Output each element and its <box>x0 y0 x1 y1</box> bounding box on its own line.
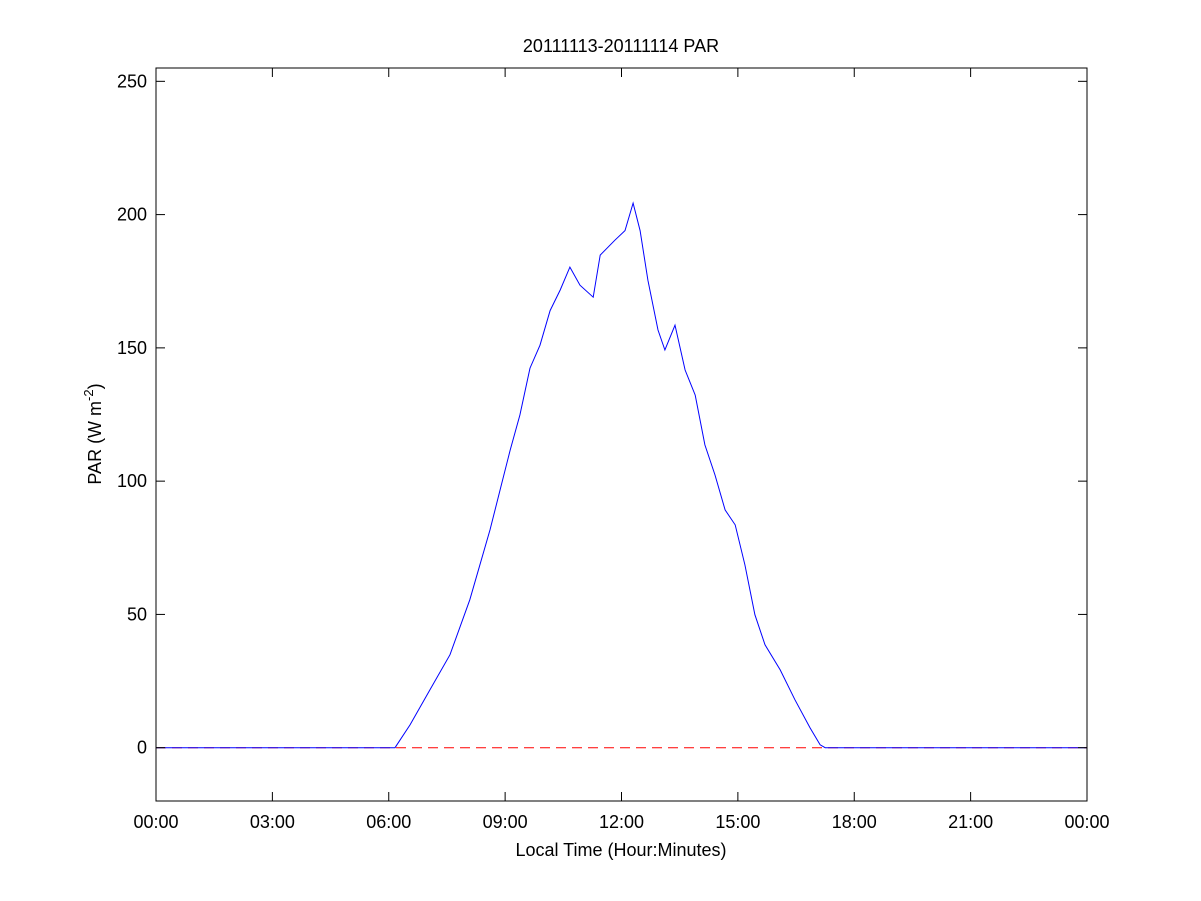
y-axis-label: PAR (W m-2) <box>81 383 105 484</box>
y-tick-label: 0 <box>137 738 147 758</box>
plot-area <box>156 68 1087 801</box>
par-series-line <box>156 201 1087 749</box>
x-tick-label: 21:00 <box>948 812 993 832</box>
ticks-layer: 00:00 03:00 06:00 09:00 12:00 15:00 18:00 21:00… <box>117 68 1110 832</box>
x-tick-label: 00:00 <box>1064 812 1109 832</box>
x-tick-label: 00:00 <box>133 812 178 832</box>
x-tick-label: 09:00 <box>483 812 528 832</box>
x-tick-label: 12:00 <box>599 812 644 832</box>
y-tick-label: 200 <box>117 205 147 225</box>
y-axis-label-sup: -2 <box>81 389 96 401</box>
y-axis-label-main: PAR (W m <box>85 401 105 485</box>
chart-title: 20111113-20111114 PAR <box>523 36 719 56</box>
y-axis-label-end: ) <box>85 383 105 389</box>
x-tick-label: 06:00 <box>366 812 411 832</box>
x-axis-label: Local Time (Hour:Minutes) <box>515 840 726 860</box>
x-tick-label: 03:00 <box>250 812 295 832</box>
x-tick-label: 15:00 <box>715 812 760 832</box>
y-tick-label: 150 <box>117 338 147 358</box>
y-tick-label: 50 <box>127 604 147 624</box>
series-layer <box>156 201 1087 749</box>
x-tick-label: 18:00 <box>832 812 877 832</box>
y-tick-label: 250 <box>117 71 147 91</box>
y-tick-label: 100 <box>117 471 147 491</box>
